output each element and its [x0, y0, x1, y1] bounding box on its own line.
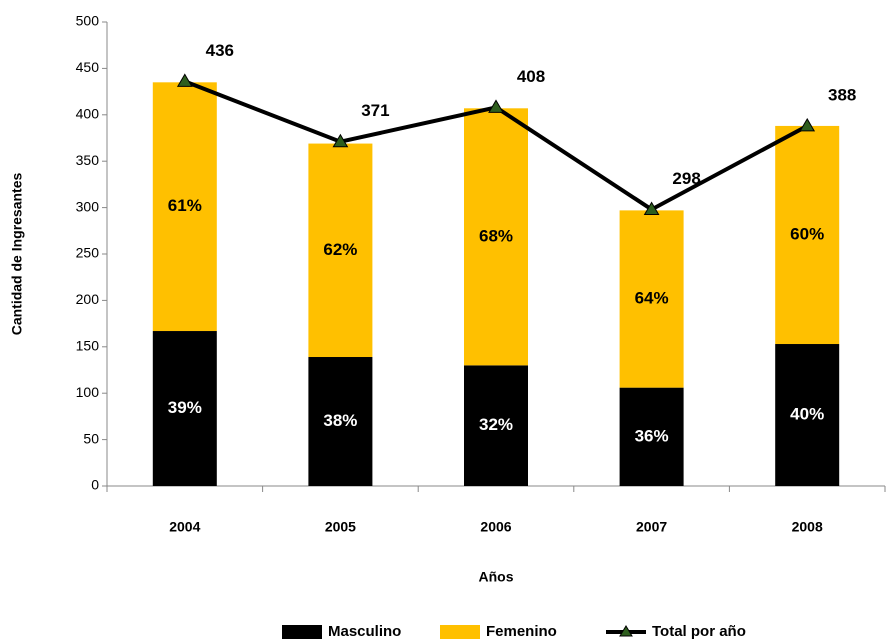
- percent-label: 38%: [323, 411, 357, 430]
- bar-segment: [464, 365, 528, 486]
- marker: [799, 117, 816, 132]
- percent-label: 40%: [790, 404, 824, 423]
- marker: [176, 73, 193, 87]
- y-tick-label: 450: [76, 59, 100, 75]
- x-tick-label: 2007: [636, 519, 667, 535]
- legend-swatch: [282, 625, 322, 639]
- percent-label: 39%: [168, 398, 202, 417]
- x-tick-label: 2004: [169, 519, 200, 535]
- y-tick-label: 0: [91, 477, 99, 493]
- legend-label: Total por año: [652, 623, 746, 640]
- marker: [643, 201, 660, 215]
- y-tick-label: 350: [76, 152, 100, 168]
- bar-segment: [152, 331, 217, 486]
- bar-segment: [775, 125, 840, 345]
- bar-segment: [308, 357, 373, 486]
- percent-label: 61%: [168, 196, 202, 215]
- legend-marker: [619, 625, 633, 637]
- value-label: 388: [828, 85, 856, 104]
- percent-label: 32%: [479, 415, 513, 434]
- legend-swatch: [440, 625, 480, 639]
- bar-segment: [308, 143, 373, 358]
- value-label: 436: [206, 41, 234, 60]
- x-tick-label: 2006: [480, 519, 511, 535]
- bar-segment: [619, 210, 684, 388]
- y-tick-label: 200: [76, 291, 100, 307]
- x-axis-title: Años: [479, 569, 514, 585]
- legend-label: Femenino: [486, 623, 557, 640]
- y-tick-label: 150: [76, 338, 100, 354]
- y-tick-label: 100: [76, 384, 100, 400]
- marker: [488, 99, 504, 113]
- bar-segment: [619, 387, 684, 486]
- value-label: 298: [672, 169, 700, 188]
- percent-label: 64%: [635, 288, 669, 307]
- bar-segment: [464, 108, 528, 366]
- value-label: 371: [361, 101, 389, 120]
- value-label: 408: [517, 67, 545, 86]
- y-tick-label: 500: [76, 13, 100, 29]
- x-tick-label: 2008: [792, 519, 823, 535]
- percent-label: 60%: [790, 224, 824, 243]
- percent-label: 36%: [635, 426, 669, 445]
- percent-label: 62%: [323, 240, 357, 259]
- marker: [332, 133, 349, 148]
- legend-label: Masculino: [328, 623, 401, 640]
- x-tick-label: 2005: [325, 519, 356, 535]
- y-axis-title: Cantidad de Ingresantes: [9, 172, 25, 335]
- bar-segment: [775, 344, 840, 486]
- y-tick-label: 300: [76, 198, 100, 214]
- y-tick-label: 250: [76, 245, 100, 261]
- percent-label: 68%: [479, 226, 513, 245]
- y-tick-label: 50: [83, 430, 99, 446]
- y-tick-label: 400: [76, 106, 100, 122]
- bar-segment: [152, 82, 217, 332]
